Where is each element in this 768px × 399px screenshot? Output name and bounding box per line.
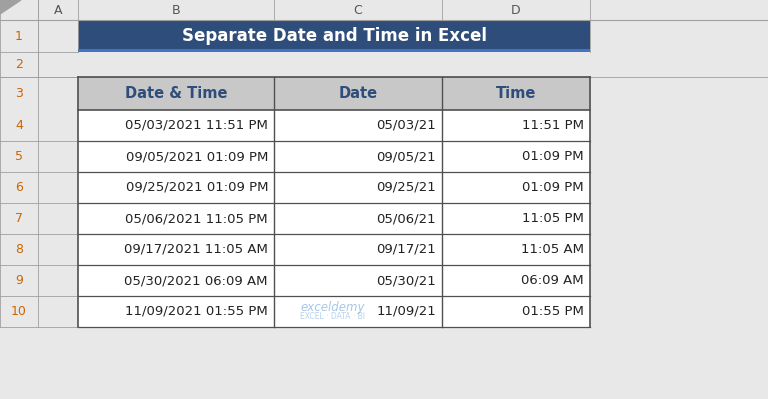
Bar [442,265,590,296]
Text: 01:09 PM: 01:09 PM [522,150,584,163]
Text: 3: 3 [15,87,23,100]
Polygon shape [0,0,21,14]
Bar [442,203,590,234]
Bar [0,20,78,52]
Text: 7: 7 [15,212,23,225]
Text: 05/03/2021 11:51 PM: 05/03/2021 11:51 PM [125,119,268,132]
Text: 11:51 PM: 11:51 PM [522,119,584,132]
Bar [274,234,442,265]
Bar [274,110,442,141]
Bar [274,296,442,327]
Text: 09/17/2021 11:05 AM: 09/17/2021 11:05 AM [124,243,268,256]
Text: 11:05 PM: 11:05 PM [522,212,584,225]
Bar [78,110,274,141]
Text: 5: 5 [15,150,23,163]
Bar [78,172,274,203]
Text: Separate Date and Time in Excel: Separate Date and Time in Excel [181,27,486,45]
Text: 10: 10 [11,305,27,318]
Text: 01:55 PM: 01:55 PM [522,305,584,318]
Bar [0,172,78,203]
Bar [78,141,274,172]
Bar [0,203,78,234]
Text: 05/30/2021 06:09 AM: 05/30/2021 06:09 AM [124,274,268,287]
Text: 05/06/2021 11:05 PM: 05/06/2021 11:05 PM [125,212,268,225]
Text: 8: 8 [15,243,23,256]
Text: C: C [353,4,362,16]
Bar [78,20,590,52]
Bar [0,0,768,20]
Bar [442,234,590,265]
Bar [0,296,78,327]
Text: 05/03/21: 05/03/21 [376,119,436,132]
Text: 11:05 AM: 11:05 AM [521,243,584,256]
Bar [274,141,442,172]
Text: 2: 2 [15,58,23,71]
Bar [0,234,78,265]
Bar [442,172,590,203]
Text: 05/06/21: 05/06/21 [376,212,436,225]
Text: 09/05/21: 09/05/21 [376,150,436,163]
Bar [442,296,590,327]
Text: EXCEL · DATA · BI: EXCEL · DATA · BI [300,312,366,321]
Text: A: A [54,4,62,16]
Text: 9: 9 [15,274,23,287]
Bar [442,77,590,110]
Text: 09/17/21: 09/17/21 [376,243,436,256]
Bar [78,265,274,296]
Text: 4: 4 [15,119,23,132]
Text: B: B [172,4,180,16]
Text: Date: Date [339,86,378,101]
Bar [78,77,274,110]
Text: 1: 1 [15,30,23,43]
Text: 05/30/21: 05/30/21 [376,274,436,287]
Bar [274,203,442,234]
Text: exceldemy: exceldemy [300,301,365,314]
Text: Time: Time [496,86,536,101]
Bar [78,49,590,52]
Text: 09/05/2021 01:09 PM: 09/05/2021 01:09 PM [126,150,268,163]
Bar [0,52,768,77]
Text: Date & Time: Date & Time [124,86,227,101]
Bar [78,296,274,327]
Bar [0,110,78,141]
Text: 11/09/21: 11/09/21 [376,305,436,318]
Text: 11/09/2021 01:55 PM: 11/09/2021 01:55 PM [125,305,268,318]
Bar [78,203,274,234]
Bar [78,234,274,265]
Bar [274,172,442,203]
Bar [274,265,442,296]
Text: 06:09 AM: 06:09 AM [521,274,584,287]
Text: D: D [511,4,521,16]
Text: 09/25/21: 09/25/21 [376,181,436,194]
Text: 09/25/2021 01:09 PM: 09/25/2021 01:09 PM [125,181,268,194]
Bar [0,141,78,172]
Bar [442,141,590,172]
Bar [442,110,590,141]
Text: 6: 6 [15,181,23,194]
Text: 01:09 PM: 01:09 PM [522,181,584,194]
Bar [0,77,78,110]
Bar [274,77,442,110]
Bar [0,265,78,296]
